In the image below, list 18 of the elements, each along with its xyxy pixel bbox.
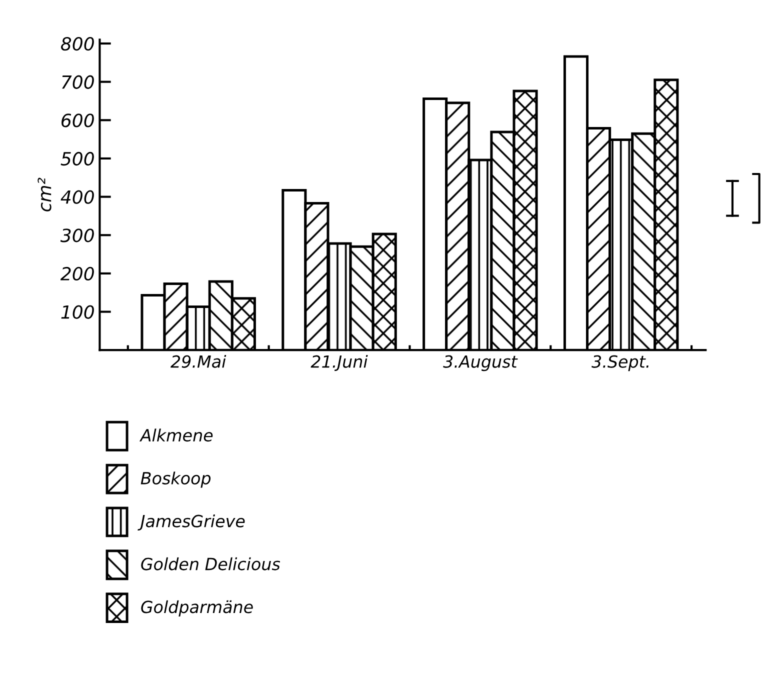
y-tick-label: 500: [60, 152, 94, 166]
x-tick-label: 3.Sept.: [592, 355, 648, 372]
legend-label: Goldparmäne: [141, 600, 253, 616]
legend-label: Alkmene: [139, 428, 213, 442]
y-tick-label: 600: [62, 114, 94, 128]
x-tick-label: 21.Juni: [310, 354, 368, 371]
y-tick-label: 200: [60, 266, 94, 281]
y-tick-label: 100: [61, 305, 94, 319]
legend-label: JamesGrieve: [138, 514, 245, 530]
y-axis-title: cm²: [38, 178, 52, 212]
legend-label: Boskoop: [140, 472, 211, 488]
y-tick-label: 700: [62, 75, 94, 89]
y-tick-label: 300: [60, 228, 94, 242]
x-tick-label: 29.Mai: [170, 354, 226, 368]
y-tick-label: 800: [60, 36, 94, 51]
legend-label: Golden Delicious: [141, 557, 280, 570]
x-tick-label: 3.August: [443, 355, 518, 372]
y-tick-label: 400: [60, 190, 94, 204]
